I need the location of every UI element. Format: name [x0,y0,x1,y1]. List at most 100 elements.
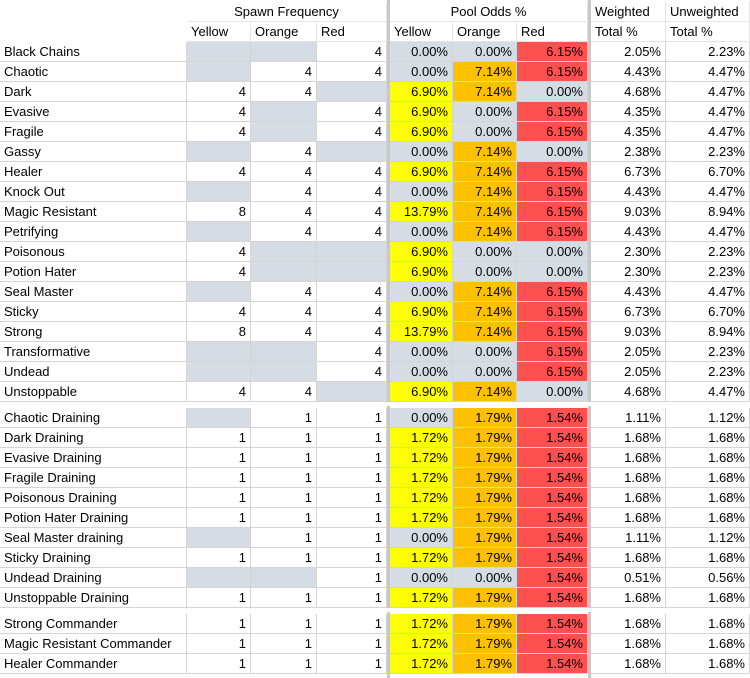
cell-spawn-red[interactable]: 4 [317,362,387,382]
cell-name[interactable]: Dark Draining [0,428,187,448]
cell-name[interactable]: Unstoppable Draining [0,588,187,608]
cell-spawn-yellow[interactable]: 4 [187,162,251,182]
cell-pool-yellow[interactable]: 1.72% [390,448,453,468]
cell-pool-yellow[interactable]: 0.00% [390,528,453,548]
cell-name[interactable]: Petrifying [0,222,187,242]
cell-pool-red[interactable]: 0.00% [517,242,588,262]
cell-spawn-yellow[interactable]: 8 [187,202,251,222]
cell-spawn-red[interactable]: 1 [317,588,387,608]
cell-unweighted-total[interactable]: 1.68% [666,448,750,468]
cell-weighted-total[interactable]: 2.05% [591,342,666,362]
cell-pool-orange[interactable]: 0.00% [453,262,517,282]
cell-spawn-red[interactable]: 4 [317,282,387,302]
cell-pool-orange[interactable]: 1.79% [453,448,517,468]
cell-spawn-yellow[interactable] [187,222,251,242]
cell-name[interactable]: Seal Master draining [0,528,187,548]
cell-pool-yellow[interactable]: 13.79% [390,322,453,342]
cell-pool-orange[interactable]: 1.79% [453,468,517,488]
cell-pool-red[interactable]: 6.15% [517,42,588,62]
cell-pool-yellow[interactable]: 6.90% [390,82,453,102]
cell-spawn-orange[interactable]: 4 [251,182,317,202]
cell-spawn-yellow[interactable]: 4 [187,382,251,402]
cell-spawn-orange[interactable]: 1 [251,588,317,608]
cell-unweighted-total[interactable]: 2.23% [666,42,750,62]
cell-weighted-total[interactable]: 6.73% [591,162,666,182]
cell-spawn-orange[interactable]: 1 [251,654,317,674]
cell-spawn-red[interactable] [317,242,387,262]
cell-pool-red[interactable]: 6.15% [517,162,588,182]
subheader-pool-orange[interactable]: Orange [453,22,517,42]
cell-spawn-yellow[interactable]: 1 [187,468,251,488]
cell-weighted-total[interactable]: 6.73% [591,302,666,322]
cell-unweighted-total[interactable]: 1.68% [666,428,750,448]
cell-spawn-yellow[interactable]: 1 [187,508,251,528]
cell-name[interactable]: Unstoppable [0,382,187,402]
cell-spawn-yellow[interactable]: 8 [187,322,251,342]
cell-pool-red[interactable]: 1.54% [517,428,588,448]
cell-spawn-orange[interactable]: 1 [251,548,317,568]
cell-pool-yellow[interactable]: 6.90% [390,302,453,322]
cell-pool-yellow[interactable]: 0.00% [390,408,453,428]
cell-spawn-orange[interactable]: 4 [251,202,317,222]
cell-pool-orange[interactable]: 1.79% [453,634,517,654]
cell-spawn-yellow[interactable] [187,408,251,428]
cell-spawn-red[interactable]: 1 [317,408,387,428]
header-weighted[interactable]: Weighted [591,2,666,22]
cell-spawn-orange[interactable] [251,122,317,142]
cell-spawn-orange[interactable] [251,262,317,282]
cell-spawn-orange[interactable]: 1 [251,634,317,654]
cell-unweighted-total[interactable]: 4.47% [666,122,750,142]
cell-pool-red[interactable]: 6.15% [517,182,588,202]
cell-spawn-orange[interactable]: 4 [251,302,317,322]
cell-pool-orange[interactable]: 1.79% [453,614,517,634]
cell-unweighted-total[interactable]: 1.68% [666,508,750,528]
cell-spawn-red[interactable]: 4 [317,322,387,342]
cell-pool-red[interactable]: 6.15% [517,322,588,342]
cell-spawn-red[interactable]: 1 [317,654,387,674]
cell-pool-red[interactable]: 0.00% [517,142,588,162]
cell-spawn-yellow[interactable] [187,62,251,82]
cell-spawn-yellow[interactable] [187,142,251,162]
cell-pool-yellow[interactable]: 6.90% [390,262,453,282]
cell-name[interactable]: Strong Commander [0,614,187,634]
cell-pool-yellow[interactable]: 0.00% [390,62,453,82]
cell-unweighted-total[interactable]: 1.12% [666,408,750,428]
cell-weighted-total[interactable]: 4.43% [591,182,666,202]
cell-unweighted-total[interactable]: 1.12% [666,528,750,548]
cell-spawn-red[interactable]: 1 [317,428,387,448]
cell-pool-red[interactable]: 1.54% [517,448,588,468]
cell-unweighted-total[interactable]: 1.68% [666,488,750,508]
cell-spawn-orange[interactable]: 4 [251,142,317,162]
cell-pool-yellow[interactable]: 0.00% [390,568,453,588]
cell-pool-orange[interactable]: 7.14% [453,302,517,322]
cell-spawn-red[interactable] [317,262,387,282]
cell-pool-red[interactable]: 6.15% [517,202,588,222]
cell-spawn-yellow[interactable]: 1 [187,428,251,448]
cell-pool-orange[interactable]: 1.79% [453,548,517,568]
cell-weighted-total[interactable]: 1.11% [591,528,666,548]
cell-weighted-total[interactable]: 1.68% [591,634,666,654]
cell-name[interactable]: Chaotic Draining [0,408,187,428]
cell-unweighted-total[interactable]: 4.47% [666,102,750,122]
cell-spawn-yellow[interactable]: 4 [187,122,251,142]
cell-spawn-orange[interactable]: 4 [251,222,317,242]
cell-pool-red[interactable]: 1.54% [517,528,588,548]
cell-pool-orange[interactable]: 7.14% [453,222,517,242]
cell-pool-red[interactable]: 1.54% [517,588,588,608]
cell-spawn-red[interactable]: 4 [317,42,387,62]
cell-pool-red[interactable]: 6.15% [517,342,588,362]
subheader-pool-red[interactable]: Red [517,22,588,42]
cell-spawn-yellow[interactable] [187,182,251,202]
cell-spawn-yellow[interactable]: 1 [187,448,251,468]
cell-name[interactable]: Chaotic [0,62,187,82]
cell-pool-red[interactable]: 6.15% [517,222,588,242]
cell-pool-red[interactable]: 6.15% [517,122,588,142]
cell-weighted-total[interactable]: 4.35% [591,122,666,142]
cell-pool-red[interactable]: 1.54% [517,654,588,674]
cell-name[interactable]: Undead Draining [0,568,187,588]
cell-unweighted-total[interactable]: 4.47% [666,82,750,102]
cell-pool-red[interactable]: 1.54% [517,408,588,428]
cell-spawn-red[interactable]: 1 [317,528,387,548]
cell-name[interactable]: Evasive [0,102,187,122]
cell-unweighted-total[interactable]: 1.68% [666,468,750,488]
